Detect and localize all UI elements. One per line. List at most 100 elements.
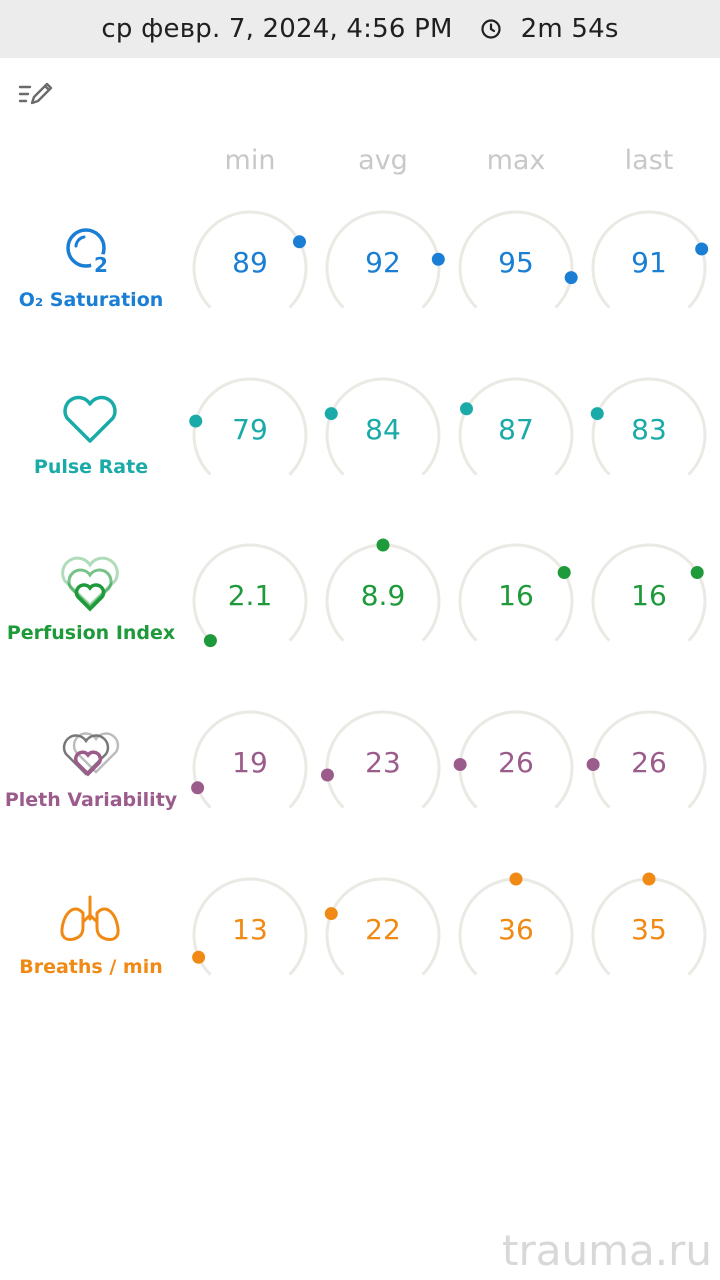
gauge-track — [591, 210, 707, 309]
gauge-track — [192, 377, 308, 476]
pleth-gauge-last: 26 — [586, 705, 712, 831]
gauge-arc — [192, 543, 308, 648]
perfusion-value-last: 16 — [631, 579, 667, 612]
pleth-gauge-max: 26 — [453, 705, 579, 831]
breaths-gauge-min: 13 — [187, 872, 313, 998]
gauge-indicator-dot — [690, 565, 704, 579]
gauge-indicator-dot — [192, 950, 206, 964]
pulse-gauge-max: 87 — [453, 372, 579, 498]
gauge-arc — [458, 872, 574, 976]
gauge-track — [458, 377, 574, 476]
clock-icon — [481, 19, 501, 39]
perfusion-gauge-last: 16 — [586, 538, 712, 664]
o2-icon-wrap: 2 — [50, 222, 130, 282]
gauge-indicator-dot — [431, 252, 445, 266]
column-header-max: max — [486, 145, 546, 176]
pulse-value-last: 83 — [631, 413, 667, 446]
gauge-arc — [324, 377, 441, 476]
gauge-track — [458, 543, 574, 642]
gauge-indicator-dot — [557, 565, 571, 579]
pleth-icon-wrap — [50, 722, 130, 782]
gauge-indicator-dot — [324, 407, 338, 421]
breaths-gauge-avg: 22 — [320, 872, 446, 998]
gauge-track — [591, 543, 707, 642]
gauge-indicator-dot — [324, 907, 338, 921]
gauge-track — [591, 710, 707, 809]
gauge-arc — [325, 538, 441, 642]
perfusion-gauge-max: 16 — [453, 538, 579, 664]
lungs-icon — [60, 895, 120, 941]
svg-text:2: 2 — [94, 253, 108, 277]
edit-notes-button[interactable] — [14, 74, 58, 114]
o2-saturation-icon: 2 — [66, 228, 111, 277]
gauge-arc — [590, 377, 707, 476]
gauge-track — [458, 710, 574, 809]
gauge-indicator-dot — [695, 242, 709, 256]
gauge-arc — [192, 210, 308, 309]
pulse-value-max: 87 — [498, 413, 534, 446]
perfusion-label: Perfusion Index — [6, 622, 176, 644]
gauge-indicator-dot — [376, 538, 390, 552]
gauge-arc — [591, 872, 707, 976]
gauge-indicator-dot — [203, 634, 217, 648]
session-datetime: ср февр. 7, 2024, 4:56 PM — [101, 14, 453, 44]
o2-gauge-avg: 92 — [320, 205, 446, 331]
o2-value-last: 91 — [631, 246, 667, 279]
session-header: ср февр. 7, 2024, 4:56 PM 2m 54s — [0, 0, 720, 58]
gauge-track — [325, 210, 441, 309]
gauge-arc — [453, 710, 574, 809]
gauge-indicator-dot — [460, 402, 474, 416]
gauge-indicator-dot — [292, 235, 306, 249]
pulse-value-min: 79 — [232, 413, 268, 446]
pulse-gauge-avg: 84 — [320, 372, 446, 498]
column-header-min: min — [224, 145, 276, 176]
o2-gauge-last: 91 — [586, 205, 712, 331]
gauge-arc — [591, 210, 709, 309]
column-header-last: last — [624, 145, 674, 176]
gauge-indicator-dot — [642, 872, 656, 886]
gauge-arc — [189, 377, 308, 476]
gauge-track — [192, 710, 308, 809]
o2-value-avg: 92 — [365, 246, 401, 279]
pleth-gauge-min: 19 — [187, 705, 313, 831]
o2-value-max: 95 — [498, 246, 534, 279]
gauge-track — [192, 877, 308, 976]
breaths-icon-wrap — [50, 889, 130, 949]
breaths-value-min: 13 — [232, 913, 268, 946]
o2-gauge-max: 95 — [453, 205, 579, 331]
breaths-value-max: 36 — [498, 913, 534, 946]
perfusion-value-avg: 8.9 — [360, 579, 406, 612]
pulse-label: Pulse Rate — [33, 456, 149, 478]
gauge-arc — [192, 877, 308, 976]
pleth-label: Pleth Variability — [4, 789, 178, 811]
gauge-arc — [320, 710, 441, 809]
breaths-value-last: 35 — [631, 913, 667, 946]
perfusion-value-min: 2.1 — [227, 579, 273, 612]
gauge-arc — [586, 710, 707, 809]
edit-notes-icon — [18, 82, 53, 105]
pleth-value-avg: 23 — [365, 746, 401, 779]
gauge-indicator-dot — [590, 407, 604, 421]
gauge-arc — [191, 710, 308, 809]
gauge-indicator-dot — [320, 768, 334, 782]
gauge-indicator-dot — [586, 757, 600, 771]
gauge-arc — [324, 877, 441, 976]
gauge-arc — [591, 543, 707, 642]
breaths-gauge-last: 35 — [586, 872, 712, 998]
perfusion-gauge-avg: 8.9 — [320, 538, 446, 664]
pleth-gauge-avg: 23 — [320, 705, 446, 831]
gauge-indicator-dot — [564, 271, 578, 285]
breaths-value-avg: 22 — [365, 913, 401, 946]
gauge-track — [325, 877, 441, 976]
breaths-label: Breaths / min — [19, 956, 163, 978]
gauge-indicator-dot — [509, 872, 523, 886]
o2-gauge-min: 89 — [187, 205, 313, 331]
perfusion-icon-wrap — [50, 555, 130, 615]
gauge-arc — [325, 210, 445, 309]
gauge-indicator-dot — [189, 414, 203, 428]
gauge-indicator-dot — [453, 757, 467, 771]
gauge-track — [591, 377, 707, 476]
session-duration: 2m 54s — [520, 14, 619, 44]
perfusion-hearts-icon — [61, 556, 119, 612]
pleth-value-last: 26 — [631, 746, 667, 779]
